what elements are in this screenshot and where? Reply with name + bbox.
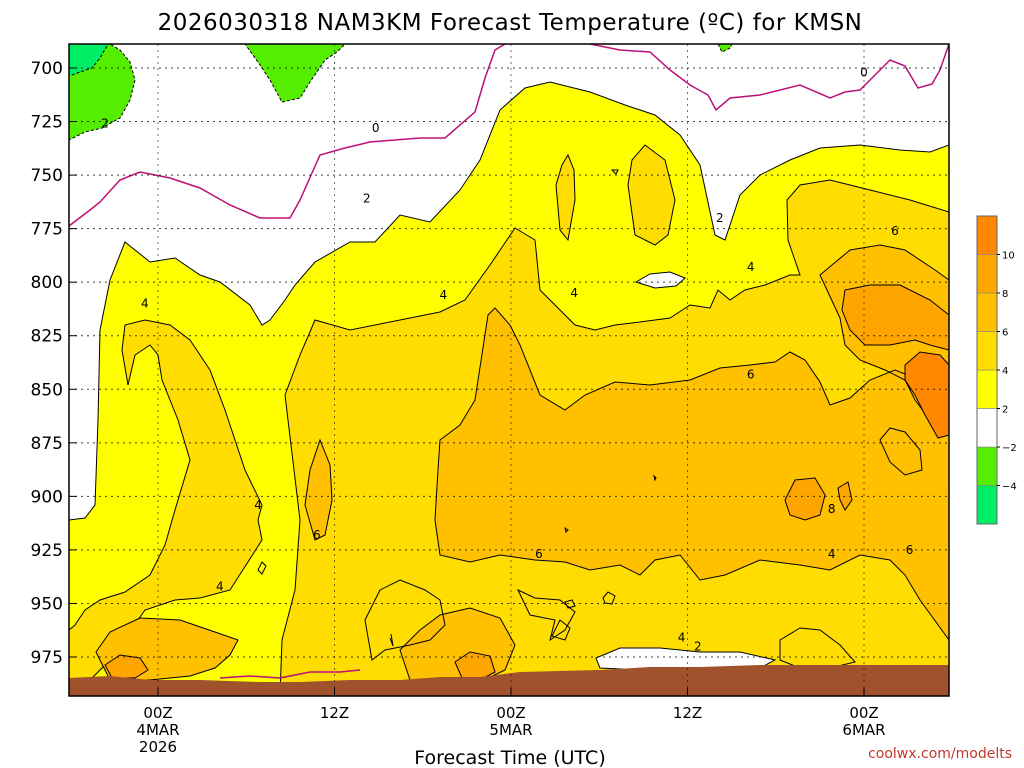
colorbar-bin-6 bbox=[976, 254, 998, 294]
colorbar-label-4: 6 bbox=[1002, 328, 1008, 339]
ground-surface bbox=[69, 665, 949, 696]
colorbar-label-1: −2 bbox=[1002, 443, 1017, 454]
contour-label-0: 2 bbox=[101, 117, 109, 131]
colorbar-label-2: 2 bbox=[1002, 405, 1008, 416]
grid bbox=[69, 44, 949, 696]
y-tick-label-925: 925 bbox=[31, 541, 63, 561]
colorbar-bin-3 bbox=[976, 369, 998, 409]
y-tick-label-950: 950 bbox=[31, 594, 63, 614]
contour-label-4: 4 bbox=[440, 288, 448, 302]
contour-label-7: 4 bbox=[747, 260, 755, 274]
contour-label-6: 2 bbox=[716, 211, 724, 225]
contour-label-15: 6 bbox=[906, 543, 914, 557]
temp-band-cold-bright-green bbox=[69, 44, 109, 77]
colorbar-bin-4 bbox=[976, 331, 998, 371]
colorbar-bin-7 bbox=[976, 215, 998, 255]
y-tick-label-700: 700 bbox=[31, 59, 63, 79]
colorbar-label-6: 10 bbox=[1002, 251, 1015, 262]
colorbar-bin-1 bbox=[976, 446, 998, 486]
plot-area bbox=[69, 44, 949, 696]
x-tick-label-4-1: 6MAR bbox=[842, 721, 885, 739]
contour-label-18: 2 bbox=[694, 639, 702, 653]
contour-label-1: 0 bbox=[372, 121, 380, 135]
credit-text: coolwx.com/modelts bbox=[868, 746, 1012, 762]
x-tick-label-0-2: 2026 bbox=[139, 738, 177, 756]
colorbar-label-3: 4 bbox=[1002, 366, 1008, 377]
temp-band-4-6-aloft-b bbox=[627, 144, 676, 246]
y-tick-label-725: 725 bbox=[31, 113, 63, 133]
contour-label-9: 6 bbox=[747, 367, 755, 381]
y-tick-label-975: 975 bbox=[31, 648, 63, 668]
contour-label-8: 6 bbox=[891, 224, 899, 238]
contour-label-13: 8 bbox=[828, 502, 836, 516]
contour-label-11: 6 bbox=[313, 528, 321, 542]
x-tick-label-2-1: 5MAR bbox=[489, 721, 532, 739]
contour-label-12: 6 bbox=[535, 547, 543, 561]
colorbar-bin-0 bbox=[976, 485, 998, 525]
temp-band-8-10 bbox=[104, 284, 949, 681]
zero-degree-line-low bbox=[219, 669, 361, 679]
temp-band-white-pocket bbox=[634, 271, 686, 289]
colorbar-label-5: 8 bbox=[1002, 289, 1008, 300]
colorbar: −4 −2 2 4 6 8 10 bbox=[976, 215, 1017, 525]
x-tick-label-3-0: 12Z bbox=[673, 704, 702, 722]
contour-label-5: 4 bbox=[570, 286, 578, 300]
x-tick-label-4-0: 00Z bbox=[849, 704, 878, 722]
temp-band-cold-speck bbox=[717, 44, 733, 53]
contour-lines bbox=[257, 169, 923, 669]
y-tick-label-850: 850 bbox=[31, 380, 63, 400]
y-tick-label-775: 775 bbox=[31, 220, 63, 240]
plot-frame bbox=[68, 43, 950, 697]
y-tick-label-825: 825 bbox=[31, 327, 63, 347]
chart-title: 2026030318 NAM3KM Forecast Temperature (… bbox=[158, 10, 863, 36]
contour-label-16: 4 bbox=[216, 579, 224, 593]
contour-label-10: 4 bbox=[254, 498, 262, 512]
temp-band-gt10 bbox=[904, 351, 949, 439]
y-tick-label-750: 750 bbox=[31, 166, 63, 186]
contour-label-19: 0 bbox=[860, 65, 868, 79]
contour-label-3: 4 bbox=[141, 297, 149, 311]
x-tick-label-0-0: 00Z bbox=[143, 704, 172, 722]
colorbar-bin-5 bbox=[976, 292, 998, 332]
y-axis: 700 725 750 775 800 825 850 875 900 925 950 975 bbox=[31, 59, 77, 668]
y-tick-label-875: 875 bbox=[31, 434, 63, 454]
y-tick-label-800: 800 bbox=[31, 273, 63, 293]
x-tick-label-1-0: 12Z bbox=[320, 704, 349, 722]
x-axis-title: Forecast Time (UTC) bbox=[414, 747, 605, 768]
y-tick-label-900: 900 bbox=[31, 487, 63, 507]
x-tick-label-0-1: 4MAR bbox=[136, 721, 179, 739]
zero-degree-line bbox=[69, 44, 949, 227]
colorbar-label-0: −4 bbox=[1002, 482, 1017, 493]
temp-band-4-6-aloft-a bbox=[555, 153, 576, 242]
contour-label-2: 2 bbox=[363, 192, 371, 206]
x-tick-label-2-0: 00Z bbox=[496, 704, 525, 722]
colorbar-bin-2 bbox=[976, 408, 998, 448]
contour-label-14: 4 bbox=[828, 547, 836, 561]
temp-band-cold-light-green bbox=[69, 44, 346, 141]
contour-label-17: 4 bbox=[678, 631, 686, 645]
